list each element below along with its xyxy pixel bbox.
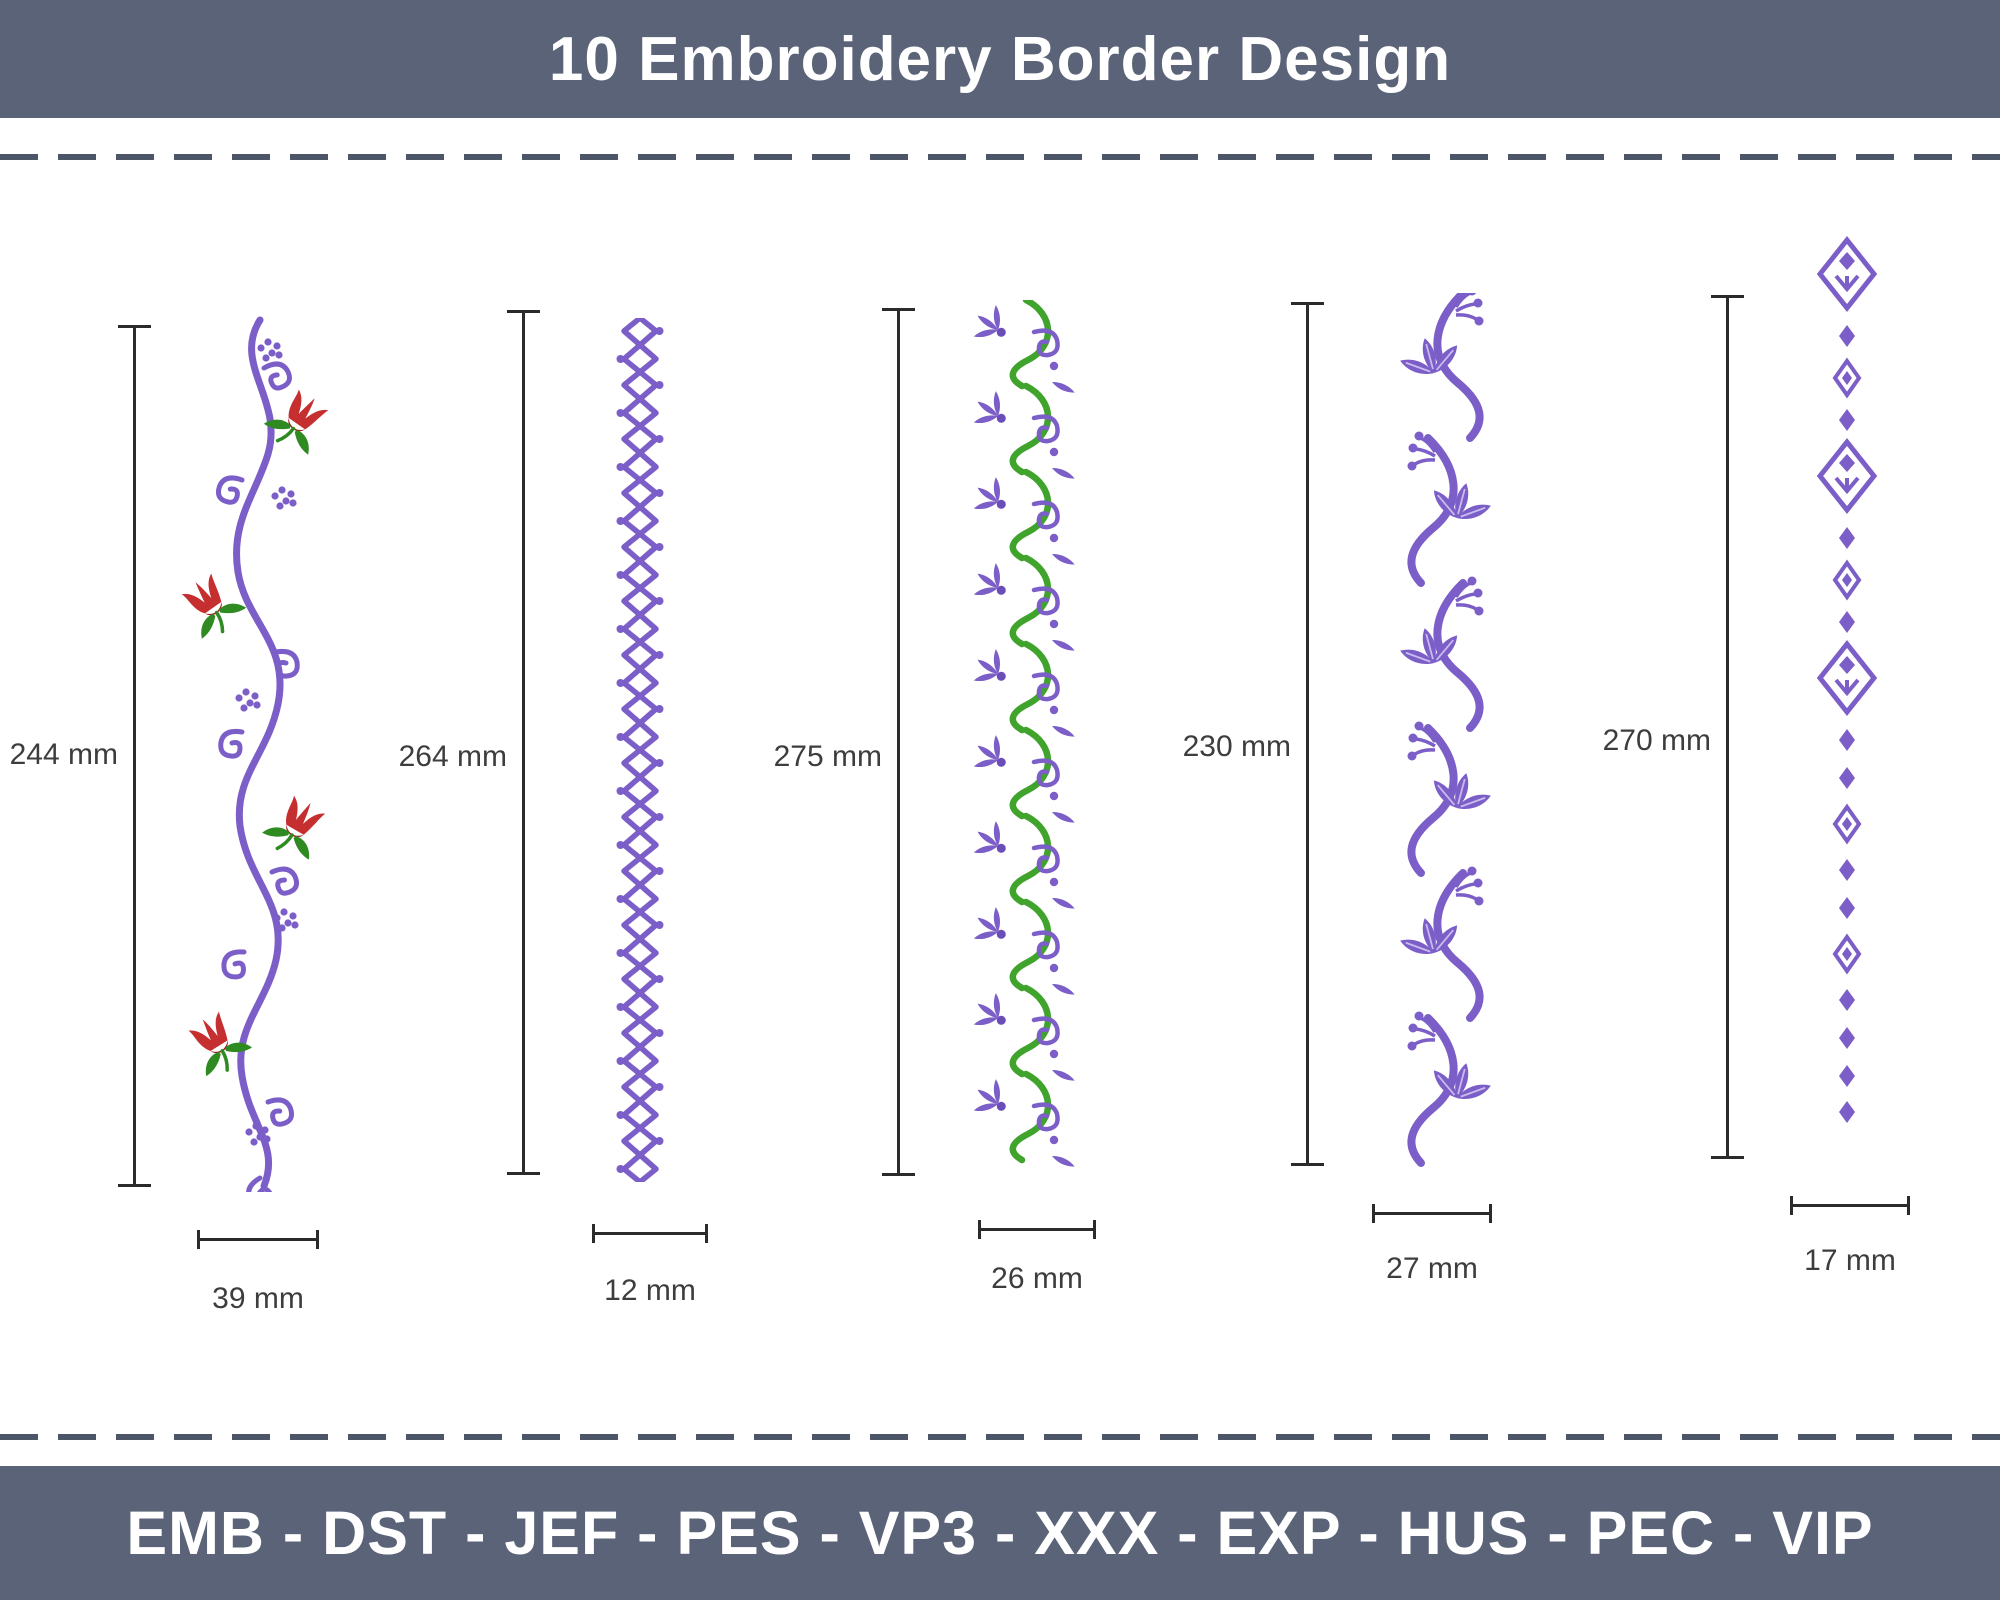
width-ruler [1372, 1204, 1492, 1223]
top-divider [0, 154, 2000, 160]
width-label: 39 mm [212, 1282, 304, 1315]
height-label: 230 mm [1182, 730, 1291, 763]
height-ruler [882, 308, 915, 1176]
width-ruler [978, 1220, 1096, 1239]
page-title: 10 Embroidery Border Design [548, 24, 1452, 94]
formats-list: EMB - DST - JEF - PES - VP3 - XXX - EXP … [126, 1499, 1874, 1567]
embroidery-design-diamond-chain [1800, 232, 1895, 1123]
footer-banner: EMB - DST - JEF - PES - VP3 - XXX - EXP … [0, 1466, 2000, 1600]
height-label: 244 mm [9, 738, 118, 771]
width-label: 17 mm [1804, 1244, 1896, 1277]
bottom-divider [0, 1434, 2000, 1440]
height-ruler [118, 325, 151, 1187]
height-label: 264 mm [398, 740, 507, 773]
width-ruler [197, 1230, 319, 1249]
height-ruler [507, 310, 540, 1175]
embroidery-design-leaf-vine [1368, 293, 1523, 1168]
width-label: 12 mm [604, 1274, 696, 1307]
height-label: 275 mm [773, 740, 882, 773]
embroidery-design-floral-vine-rosebuds [172, 316, 339, 1192]
height-ruler [1711, 295, 1744, 1159]
width-ruler [1790, 1196, 1910, 1215]
height-ruler [1291, 302, 1324, 1166]
width-label: 26 mm [991, 1262, 1083, 1295]
embroidery-design-green-swirl-vine [950, 300, 1090, 1180]
width-ruler [592, 1224, 708, 1243]
header-banner: 10 Embroidery Border Design [0, 0, 2000, 118]
embroidery-design-zigzag-chain [615, 318, 665, 1182]
width-label: 27 mm [1386, 1252, 1478, 1285]
height-label: 270 mm [1602, 724, 1711, 757]
